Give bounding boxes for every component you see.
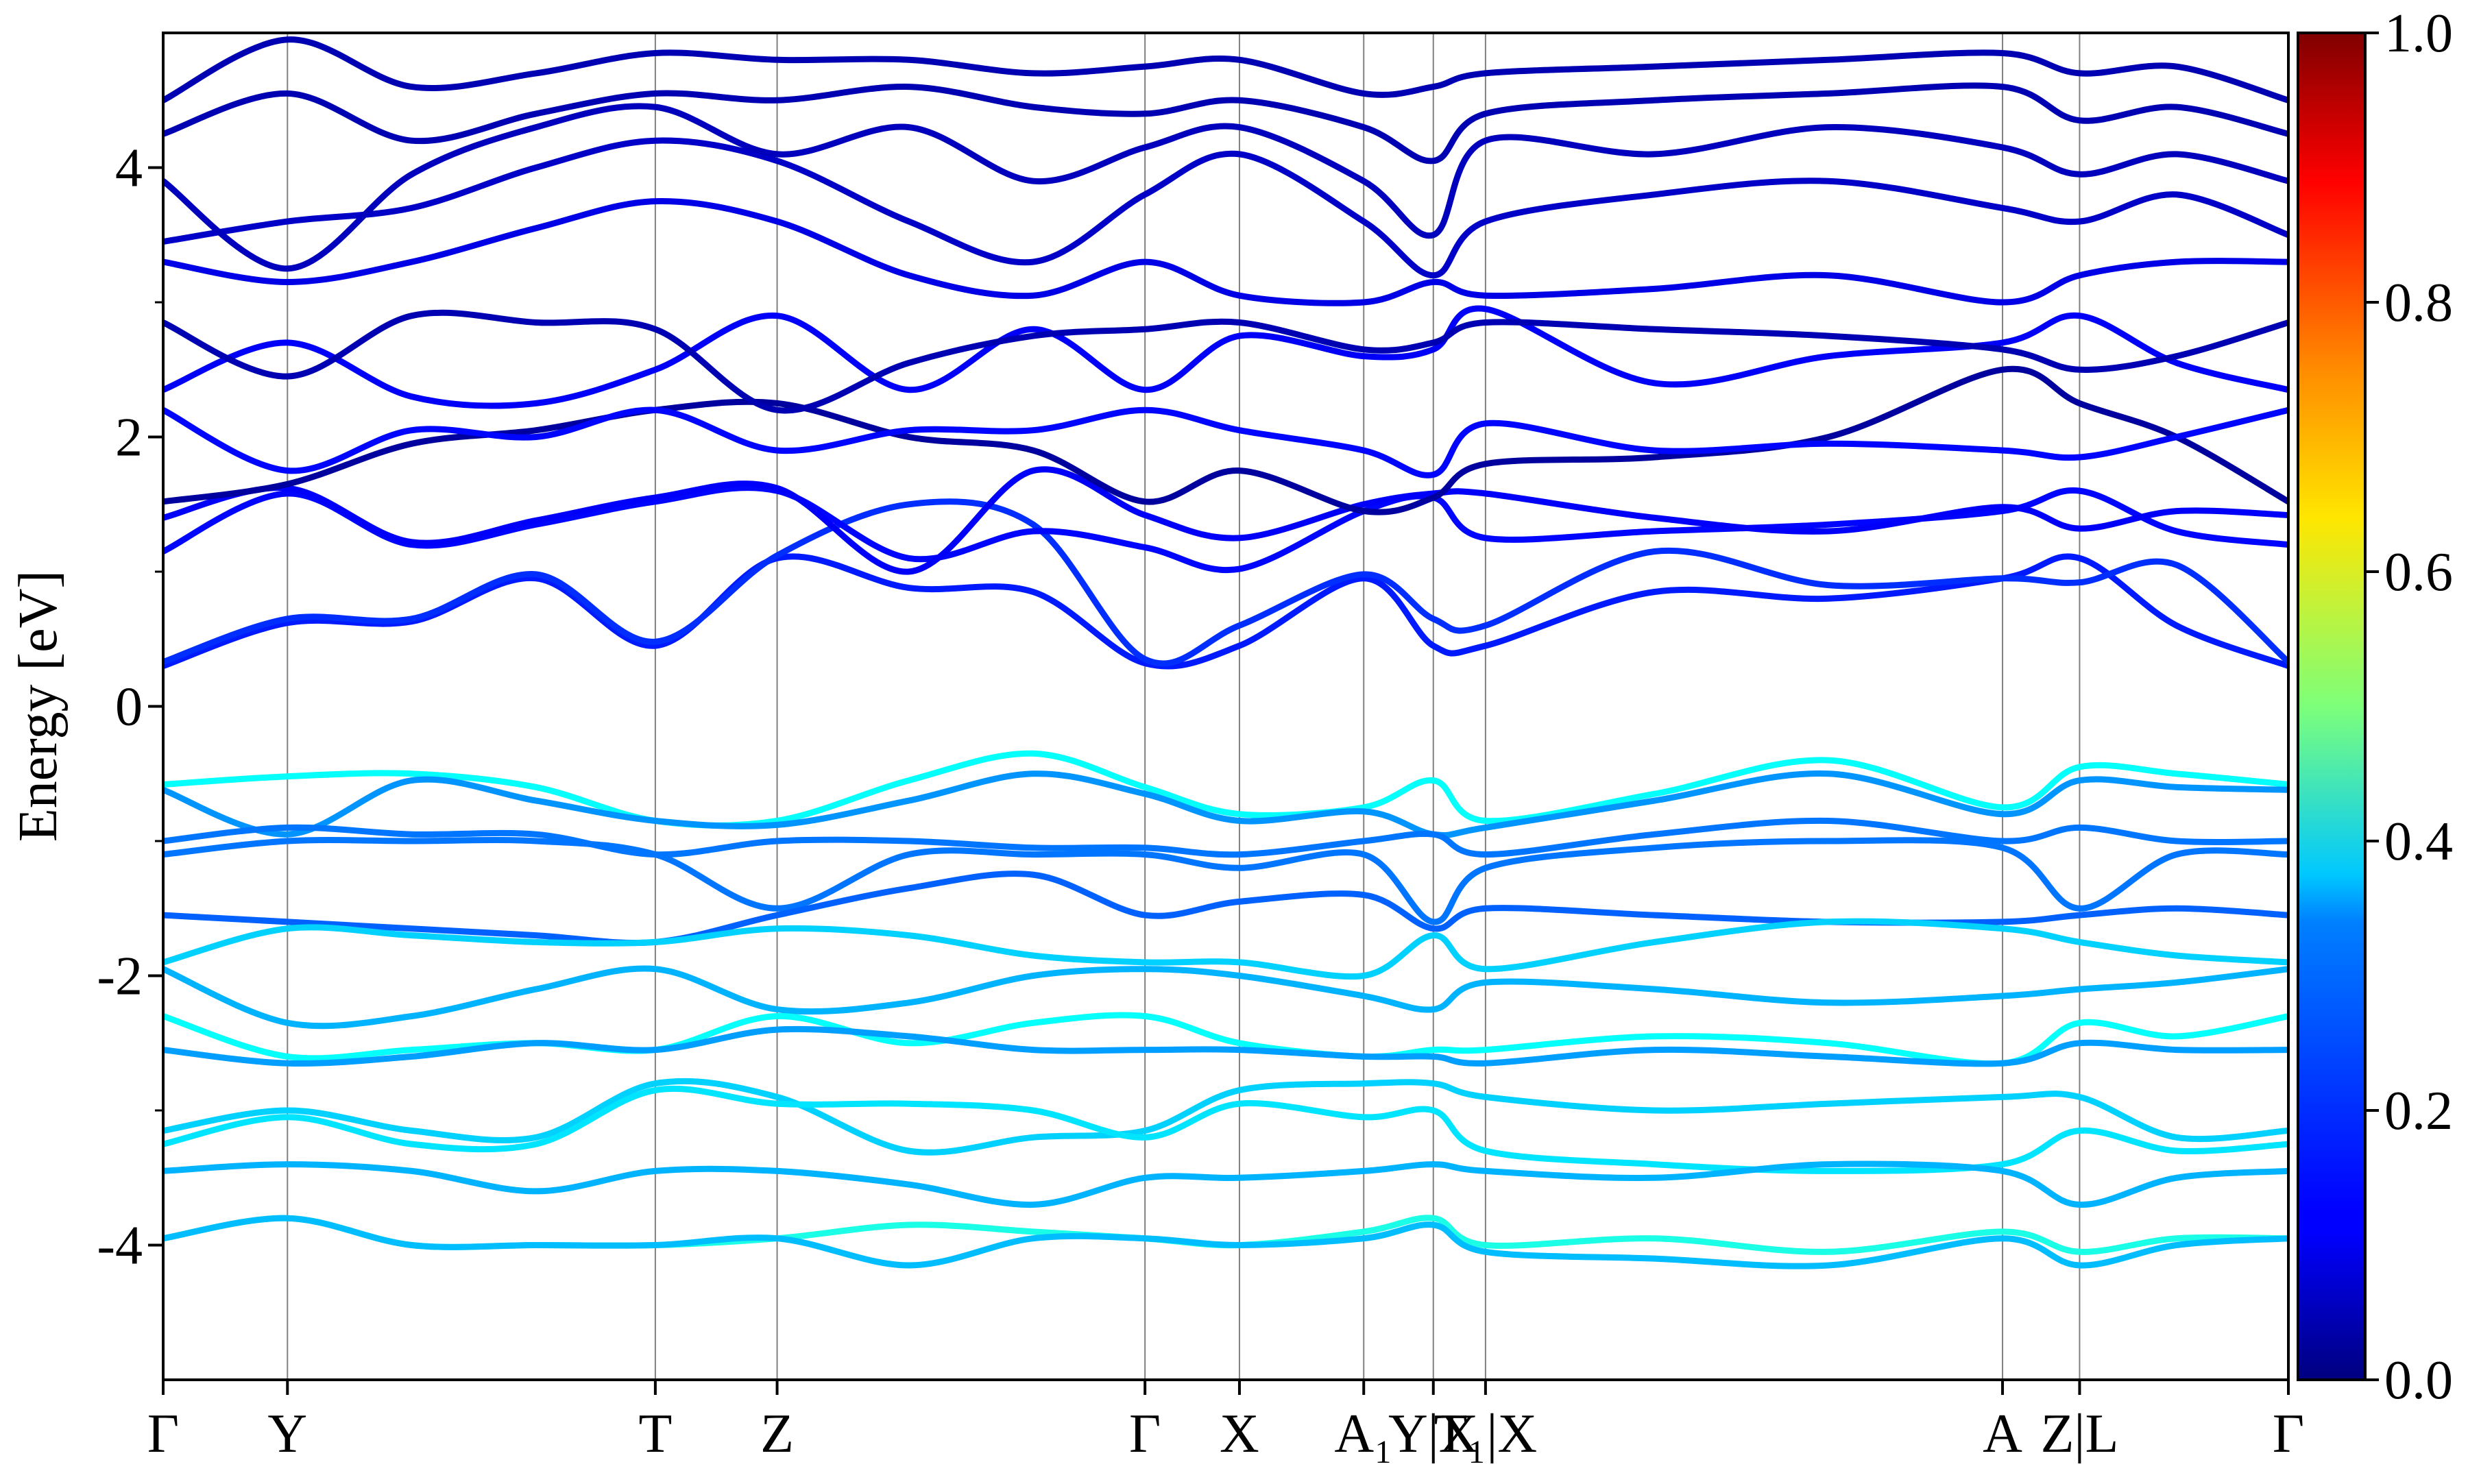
x-tick-label: Z (760, 1404, 794, 1464)
band-line (163, 770, 2288, 838)
band-line (163, 137, 2288, 279)
x-tick-label: Y|X (1388, 1404, 1479, 1464)
band-line (163, 103, 2288, 272)
x-tick-label: T (638, 1404, 672, 1464)
colorbar-tick-label: 0.4 (2384, 812, 2453, 872)
band-line (163, 485, 2288, 574)
colorbar-tick-label: 0.6 (2384, 542, 2453, 603)
band-line (163, 817, 2288, 858)
colorbar-tick-label: 1.0 (2384, 3, 2453, 64)
band-line (163, 1160, 2288, 1208)
y-axis: -4 -2 0 2 4 (97, 138, 163, 1276)
band-line (163, 365, 2288, 515)
x-tick-label: Y (267, 1404, 307, 1464)
y-tick-label: -2 (97, 947, 143, 1007)
y-axis-label: Energy [eV] (8, 570, 69, 842)
band-line (163, 466, 2288, 575)
x-tick-label: Z|L (2041, 1404, 2119, 1464)
band-line (163, 1078, 2288, 1156)
band-line (163, 1012, 2288, 1067)
colorbar: 0.0 0.2 0.4 0.6 0.8 1.0 (2297, 3, 2453, 1411)
x-tick-label: T₁|X (1434, 1404, 1538, 1464)
band-line (163, 82, 2288, 165)
band-line (163, 1025, 2288, 1067)
band-line (163, 197, 2288, 306)
colorbar-tick-label: 0.2 (2384, 1081, 2453, 1141)
y-tick-label: 0 (115, 677, 143, 738)
x-tick-label: Γ (147, 1404, 179, 1464)
band-line (163, 36, 2288, 104)
band-line (163, 309, 2288, 414)
high-symmetry-gridlines (287, 33, 2081, 1380)
band-line (163, 965, 2288, 1030)
y-tick-label: -4 (97, 1216, 143, 1276)
band-line (163, 750, 2288, 829)
y-tick-label: 2 (115, 408, 143, 468)
band-line (163, 406, 2288, 478)
band-line (163, 1215, 2288, 1269)
band-line (163, 837, 2288, 925)
colorbar-gradient (2297, 32, 2367, 1381)
x-tick-label: X (1220, 1404, 1259, 1464)
x-tick-label: A (1983, 1404, 2022, 1464)
x-tick-label: A₁ (1334, 1404, 1393, 1464)
band-line (163, 871, 2288, 947)
y-tick-label: 4 (115, 138, 143, 199)
band-line (163, 918, 2288, 980)
colorbar-tick-label: 0.8 (2384, 273, 2453, 333)
x-tick-label: Γ (1129, 1404, 1161, 1464)
band-lines (163, 36, 2288, 1269)
band-line (163, 498, 2288, 667)
x-axis: Γ Y T Z Γ X A₁Y|XT₁|X A Z|L Γ (147, 1380, 2304, 1464)
x-tick-label: Γ (2273, 1404, 2304, 1464)
colorbar-tick-label: 0.0 (2384, 1350, 2453, 1411)
